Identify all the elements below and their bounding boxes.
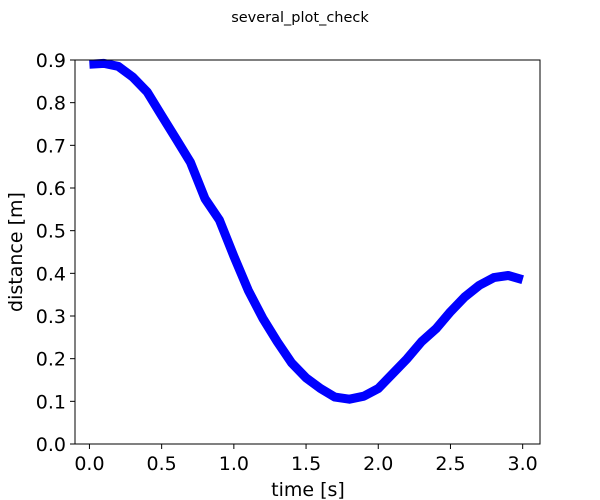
y-tick-label: 0.5	[36, 221, 66, 243]
y-tick-label: 0.1	[36, 391, 66, 413]
x-tick-label: 2.0	[363, 453, 393, 475]
series-layer	[89, 58, 524, 404]
y-tick-label: 0.9	[36, 50, 66, 72]
x-axis: 0.0 0.5 1.0 1.5 2.0 2.5 3.0	[74, 444, 538, 475]
x-axis-label: time [s]	[271, 479, 345, 500]
plot-area: 0.0 0.5 1.0 1.5 2.0 2.5 3.0 0.0 0.1 0.2 0.3 0.4 0.5…	[36, 50, 541, 475]
y-tick-label: 0.7	[36, 135, 66, 157]
y-tick-label: 0.6	[36, 178, 66, 200]
x-tick-label: 1.5	[291, 453, 321, 475]
x-tick-label: 0.5	[147, 453, 177, 475]
y-tick-label: 0.2	[36, 349, 66, 371]
x-tick-label: 0.0	[74, 453, 104, 475]
y-tick-label: 0.8	[36, 93, 66, 115]
y-axis: 0.0 0.1 0.2 0.3 0.4 0.5 0.6 0.7 0.8 0.9	[36, 50, 75, 456]
y-tick-label: 0.3	[36, 306, 66, 328]
y-tick-label: 0.4	[36, 263, 66, 285]
x-tick-label: 1.0	[219, 453, 249, 475]
axes-background	[75, 60, 540, 444]
figure-title: several_plot_check	[231, 10, 369, 26]
x-tick-label: 3.0	[508, 453, 538, 475]
y-tick-label: 0.0	[36, 434, 66, 456]
y-axis-label: distance [m]	[5, 192, 27, 312]
axes-frame	[74, 59, 541, 445]
x-tick-label: 2.5	[435, 453, 465, 475]
series-line-0	[89, 58, 524, 404]
